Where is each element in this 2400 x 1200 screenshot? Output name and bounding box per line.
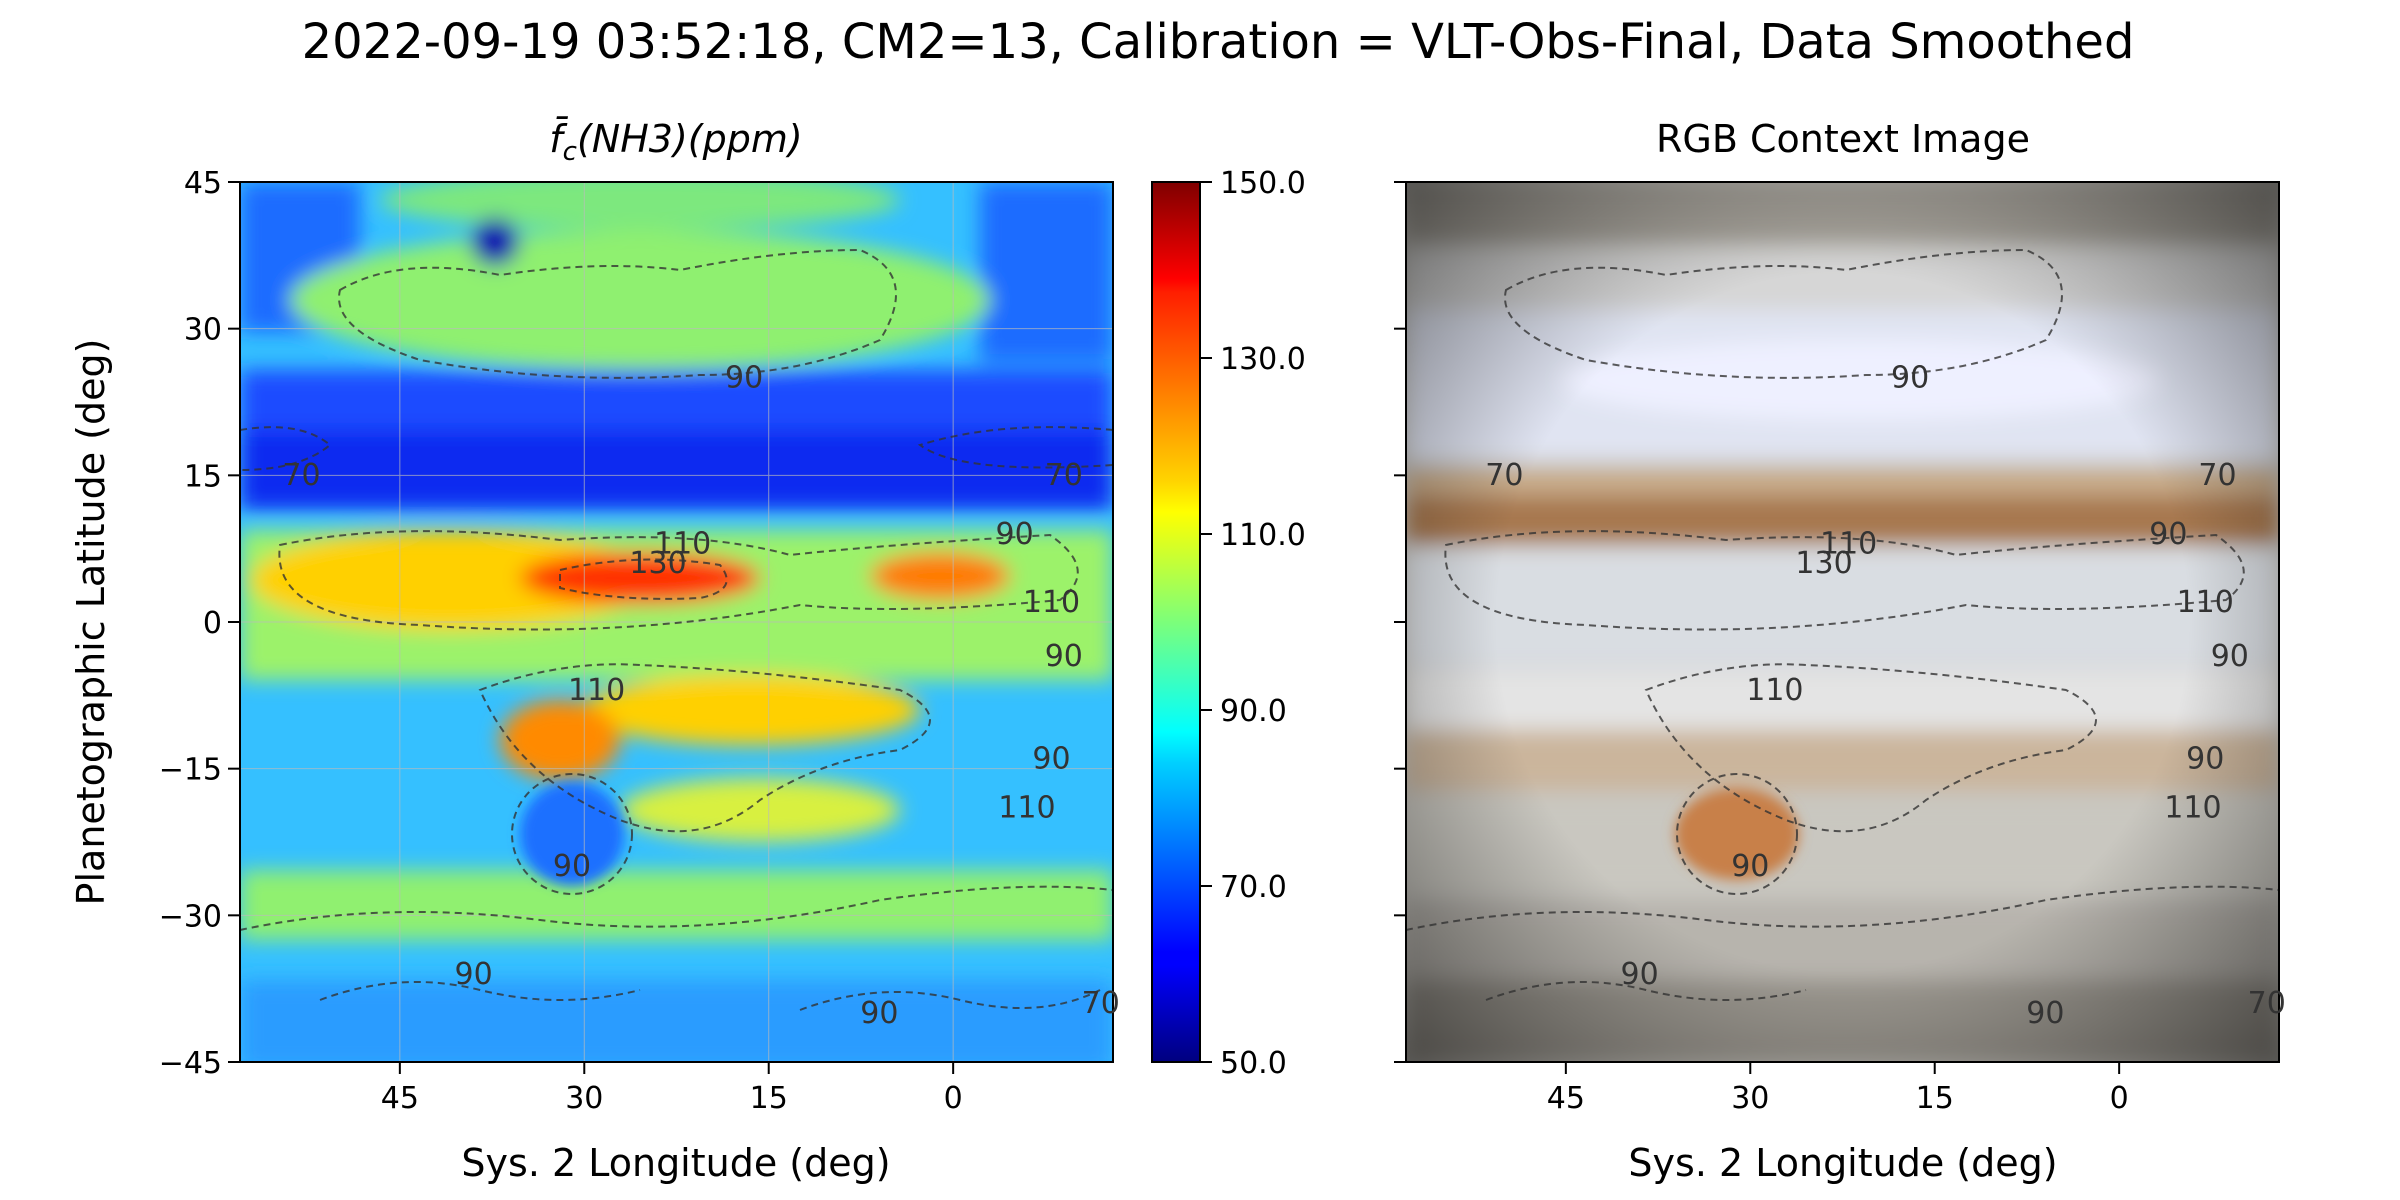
heatmap-title: f̄c(NH3)(ppm) — [549, 117, 802, 167]
x-tick-label: 45 — [1547, 1081, 1585, 1116]
contour-label: 110 — [2164, 791, 2221, 826]
heatmap-axes: 45 30 15 0 45 30 15 0 −15 −30 −45 — [159, 166, 963, 1116]
x-tick-label: 0 — [944, 1081, 963, 1116]
colorbar-tick-label: 70.0 — [1220, 870, 1287, 905]
contour-label: 70 — [282, 458, 320, 493]
contour-label: 90 — [725, 360, 763, 395]
contour-label: 70 — [2198, 458, 2236, 493]
colorbar-gradient — [1151, 181, 1201, 1063]
contour-label: 110 — [654, 527, 711, 562]
heatmap-ylabel: Planetographic Latitude (deg) — [69, 339, 113, 906]
rgb-axes: 45 30 15 0 — [1394, 181, 2129, 1116]
y-tick-label: −45 — [159, 1046, 222, 1081]
contour-label: 70 — [1485, 458, 1523, 493]
y-tick-label: 45 — [184, 166, 222, 201]
y-tick-label: −30 — [159, 899, 222, 934]
y-tick-label: 15 — [184, 459, 222, 494]
contour-label: 90 — [1045, 639, 1083, 674]
contour-label: 110 — [998, 791, 1055, 826]
contour-label: 90 — [2149, 517, 2187, 552]
contour-label: 90 — [1891, 360, 1929, 395]
heatmap-contours — [240, 248, 1113, 1011]
colorbar-tick-label: 50.0 — [1220, 1046, 1287, 1081]
heatmap-title-subscript: c — [563, 137, 577, 167]
contour-label: 70 — [1045, 458, 1083, 493]
contour-label: 90 — [455, 957, 493, 992]
colorbar-tick-label: 150.0 — [1220, 166, 1306, 201]
contour-label: 90 — [1731, 849, 1769, 884]
heatmap-field — [240, 182, 1113, 1062]
x-tick-label: 45 — [381, 1081, 419, 1116]
x-tick-label: 0 — [2110, 1081, 2129, 1116]
y-tick-label: −15 — [159, 753, 222, 788]
contour-label: 70 — [1082, 986, 1120, 1021]
rgb-image — [1406, 182, 2279, 1062]
contour-label: 70 — [2248, 986, 2286, 1021]
contour-label: 130 — [1795, 546, 1852, 581]
contour-label: 90 — [996, 517, 1034, 552]
heatmap-panel: f̄c(NH3)(ppm) — [69, 117, 1120, 1185]
heatmap-xlabel: Sys. 2 Longitude (deg) — [461, 1141, 890, 1185]
contour-label: 90 — [553, 849, 591, 884]
contour-label: 110 — [2177, 585, 2234, 620]
x-tick-label: 30 — [565, 1081, 603, 1116]
contour-label: 90 — [2026, 996, 2064, 1031]
x-tick-label: 15 — [1916, 1081, 1954, 1116]
contour-label: 110 — [568, 673, 625, 708]
heatmap-gridlines — [240, 182, 1113, 1062]
colorbar: 150.0 130.0 110.0 90.0 70.0 50.0 — [1151, 166, 1306, 1081]
x-tick-label: 30 — [1731, 1081, 1769, 1116]
y-tick-label: 0 — [203, 606, 222, 641]
contour-label: 90 — [1621, 957, 1659, 992]
contour-label: 90 — [2186, 742, 2224, 777]
contour-label: 130 — [629, 546, 686, 581]
colorbar-tick-label: 130.0 — [1220, 342, 1306, 377]
colorbar-tick-label: 90.0 — [1220, 694, 1287, 729]
contour-label: 110 — [1820, 527, 1877, 562]
contour-label: 90 — [860, 996, 898, 1031]
contour-label: 90 — [2211, 639, 2249, 674]
contour-label: 90 — [1032, 742, 1070, 777]
y-tick-label: 30 — [184, 313, 222, 348]
rgb-contours — [1406, 248, 2279, 1001]
rgb-title: RGB Context Image — [1656, 117, 2030, 161]
heatmap-title-quantity: (NH3)(ppm) — [577, 117, 803, 161]
contour-label: 110 — [1746, 673, 1803, 708]
x-tick-label: 15 — [750, 1081, 788, 1116]
rgb-xlabel: Sys. 2 Longitude (deg) — [1628, 1141, 2057, 1185]
contour-label: 110 — [1023, 585, 1080, 620]
colorbar-ticks: 150.0 130.0 110.0 90.0 70.0 50.0 — [1200, 166, 1306, 1081]
figure-title: 2022-09-19 03:52:18, CM2=13, Calibration… — [302, 14, 2135, 70]
colorbar-tick-label: 110.0 — [1220, 518, 1306, 553]
rgb-panel: RGB Context Image — [1394, 117, 2286, 1185]
